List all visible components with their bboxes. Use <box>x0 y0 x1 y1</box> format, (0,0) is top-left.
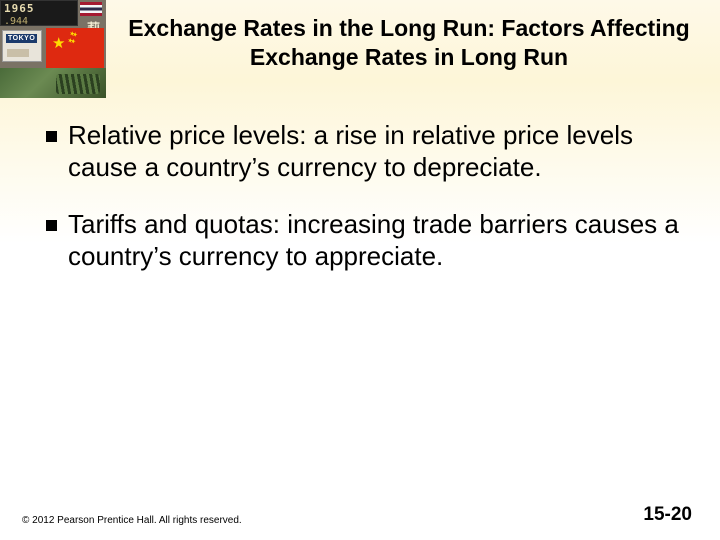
bullet-text: Tariffs and quotas: increasing trade bar… <box>68 209 680 272</box>
currency-photo <box>0 68 106 98</box>
rate-board-row2: .944 <box>1 16 77 27</box>
tokyo-sign <box>2 30 42 62</box>
copyright-text: © 2012 Pearson Prentice Hall. All rights… <box>22 515 242 526</box>
header-collage: 1965 .944 莉 <box>0 0 106 98</box>
bullet-marker-icon <box>46 220 57 231</box>
slide-title: Exchange Rates in the Long Run: Factors … <box>118 14 700 72</box>
content-area: Relative price levels: a rise in relativ… <box>0 98 720 273</box>
bullet-item: Relative price levels: a rise in relativ… <box>46 120 680 183</box>
header-band: 1965 .944 莉 Exchange Rates in the Long R… <box>0 0 720 98</box>
footer: © 2012 Pearson Prentice Hall. All rights… <box>0 504 720 526</box>
bullet-marker-icon <box>46 131 57 142</box>
bullet-text: Relative price levels: a rise in relativ… <box>68 120 680 183</box>
rate-board-digits: 1965 <box>1 1 77 16</box>
china-flag-icon <box>46 28 104 68</box>
rate-board: 1965 .944 <box>0 0 78 26</box>
page-number: 15-20 <box>643 504 692 526</box>
bullet-item: Tariffs and quotas: increasing trade bar… <box>46 209 680 272</box>
thailand-flag-icon <box>80 2 102 16</box>
title-container: Exchange Rates in the Long Run: Factors … <box>106 0 720 72</box>
